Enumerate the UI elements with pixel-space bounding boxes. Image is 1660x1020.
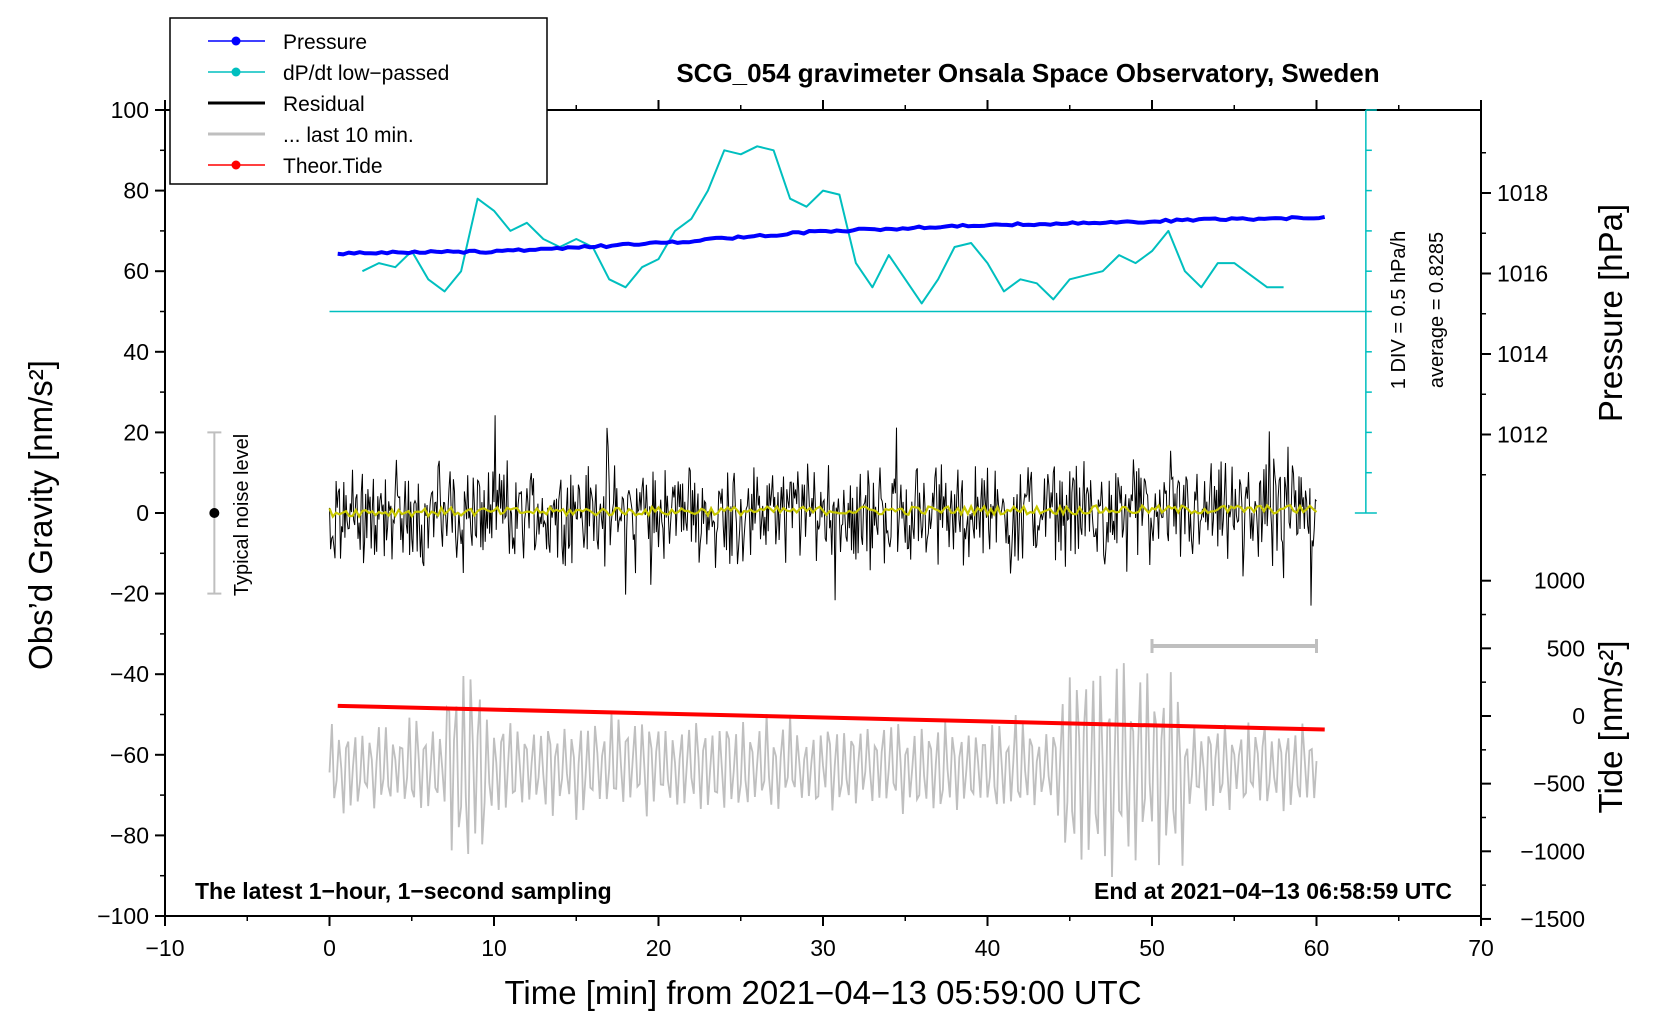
pressure-tick-label: 1018	[1497, 180, 1548, 206]
legend-items: Pressure dP/dt low−passed Residual ... last…	[208, 31, 449, 178]
x-tick-label: 50	[1139, 935, 1165, 961]
tide-tick-label: −1500	[1520, 906, 1585, 932]
legend-marker	[231, 160, 241, 170]
dpdt-line	[361, 145, 1284, 305]
scale-average-label: average = 0.8285	[1426, 232, 1448, 388]
legend-item-dp-dt-low-passed: dP/dt low−passed	[208, 62, 449, 85]
y-axis-title-pressure: Pressure [hPa]	[1592, 204, 1629, 422]
legend: Pressure dP/dt low−passed Residual ... last…	[169, 17, 548, 185]
tide-tick-label: 1000	[1534, 568, 1585, 594]
legend-marker	[231, 67, 241, 77]
tide-tick-label: −500	[1533, 771, 1585, 797]
tide-tick-label: 0	[1572, 703, 1585, 729]
tide-tick-label: 500	[1547, 635, 1585, 661]
annotation-sampling: The latest 1−hour, 1−second sampling	[195, 878, 612, 904]
pressure-tick-label: 1016	[1497, 261, 1548, 287]
y-axis-title-left: Obs’d Gravity [nm/s²]	[22, 360, 59, 670]
legend-item-pressure: Pressure	[208, 31, 367, 54]
x-tick-label: 40	[975, 935, 1001, 961]
x-tick-label: 30	[810, 935, 836, 961]
x-tick-label: 70	[1468, 935, 1494, 961]
ticks-layer: −10 0 10 20 30 40 50 60 70100806040200−20−40−60−…	[97, 97, 1585, 961]
y-tick-label: −100	[97, 903, 149, 929]
legend-label: dP/dt low−passed	[283, 62, 449, 85]
annotation-end-time: End at 2021−04−13 06:58:59 UTC	[1094, 878, 1452, 904]
noise-level-label: Typical noise level	[231, 434, 253, 596]
residual-line	[329, 415, 1317, 606]
y-tick-label: 100	[111, 97, 149, 123]
x-tick-label: 20	[646, 935, 672, 961]
x-tick-label: 60	[1304, 935, 1330, 961]
tide-tick-label: −1000	[1520, 838, 1585, 864]
y-tick-label: 20	[123, 419, 149, 445]
legend-item-theor-tide: Theor.Tide	[208, 155, 383, 178]
chart-title: SCG_054 gravimeter Onsala Space Observat…	[676, 58, 1379, 88]
y-tick-label: −60	[110, 742, 149, 768]
y-axis-title-tide: Tide [nm/s²]	[1592, 641, 1629, 814]
pressure-line	[337, 214, 1326, 257]
y-tick-label: −40	[110, 661, 149, 687]
last-10-min-line	[328, 663, 1318, 878]
y-tick-label: 0	[136, 500, 149, 526]
pressure-tick-label: 1014	[1497, 341, 1548, 367]
legend-item-residual: Residual	[208, 93, 365, 116]
legend-label: Theor.Tide	[283, 155, 383, 178]
pressure-tick-label: 1012	[1497, 422, 1548, 448]
x-tick-label: 10	[481, 935, 507, 961]
legend-box	[169, 17, 548, 185]
y-tick-label: −80	[110, 822, 149, 848]
y-tick-label: −20	[110, 581, 149, 607]
legend-item-last-10-min: ... last 10 min.	[208, 124, 414, 147]
x-tick-label: 0	[323, 935, 336, 961]
residual-smoothed-line	[328, 503, 1318, 519]
legend-marker	[231, 36, 241, 46]
legend-label: ... last 10 min.	[283, 124, 414, 147]
y-tick-label: 60	[123, 258, 149, 284]
series-layer	[207, 109, 1377, 878]
theor-tide-line	[337, 703, 1325, 732]
x-tick-label: −10	[145, 935, 184, 961]
legend-label: Residual	[283, 93, 365, 116]
y-tick-label: 40	[123, 339, 149, 365]
noise-bar-center	[209, 508, 220, 518]
legend-label: Pressure	[283, 31, 367, 54]
x-axis-title: Time [min] from 2021−04−13 05:59:00 UTC	[504, 974, 1141, 1011]
scale-div-label: 1 DIV = 0.5 hPa/h	[1388, 231, 1410, 389]
y-tick-label: 80	[123, 178, 149, 204]
